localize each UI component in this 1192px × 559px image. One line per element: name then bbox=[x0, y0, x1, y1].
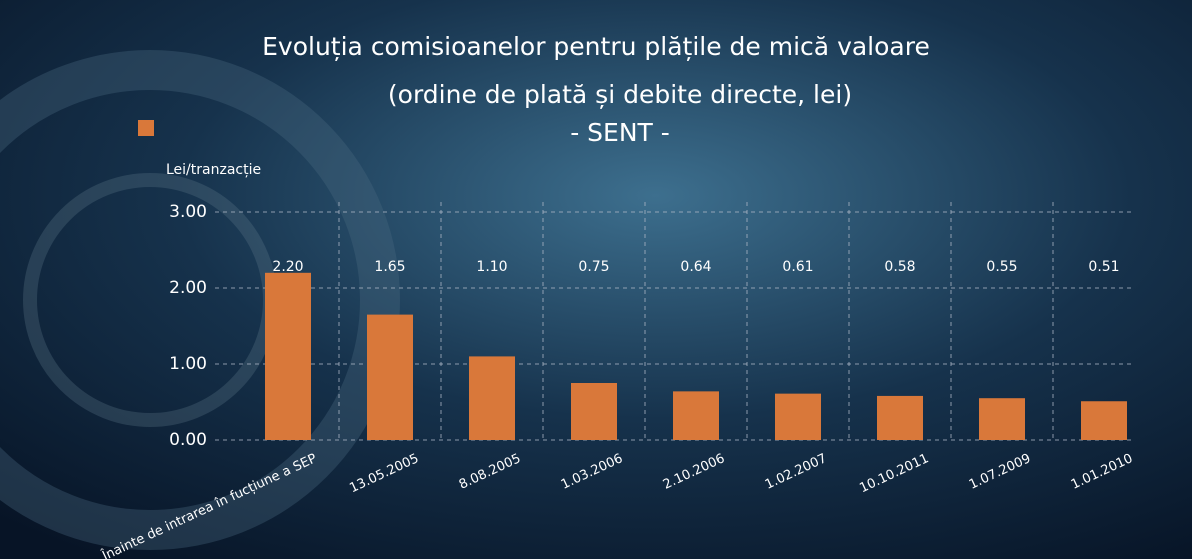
y-tick-label: 3.00 bbox=[169, 202, 207, 222]
data-label: 0.58 bbox=[884, 259, 915, 275]
y-tick-label: 1.00 bbox=[169, 354, 207, 374]
y-tick-label: 2.00 bbox=[169, 278, 207, 298]
data-label: 0.64 bbox=[680, 259, 711, 275]
bar bbox=[775, 393, 821, 440]
chart-subtitle: - SENT - bbox=[570, 118, 670, 147]
data-label: 1.10 bbox=[476, 259, 507, 275]
y-tick-label: 0.00 bbox=[169, 430, 207, 450]
bar bbox=[1081, 401, 1127, 440]
bar bbox=[877, 395, 923, 440]
bar bbox=[367, 314, 413, 440]
data-label: 0.61 bbox=[782, 259, 813, 275]
bar bbox=[571, 383, 617, 440]
chart-subtitle: (ordine de plată și debite directe, lei) bbox=[388, 80, 852, 109]
bar bbox=[673, 391, 719, 440]
gear-decoration bbox=[0, 50, 400, 550]
data-label: 0.55 bbox=[986, 259, 1017, 275]
data-label: 2.20 bbox=[272, 259, 303, 275]
y-axis-label: Lei/tranzacție bbox=[166, 162, 261, 178]
bar bbox=[265, 272, 311, 440]
bar bbox=[469, 356, 515, 440]
data-label: 0.75 bbox=[578, 259, 609, 275]
data-label: 0.51 bbox=[1088, 259, 1119, 275]
data-label: 1.65 bbox=[374, 259, 405, 275]
chart-title: Evoluția comisioanelor pentru plățile de… bbox=[262, 32, 930, 61]
legend-marker bbox=[138, 120, 154, 136]
bar bbox=[979, 398, 1025, 440]
